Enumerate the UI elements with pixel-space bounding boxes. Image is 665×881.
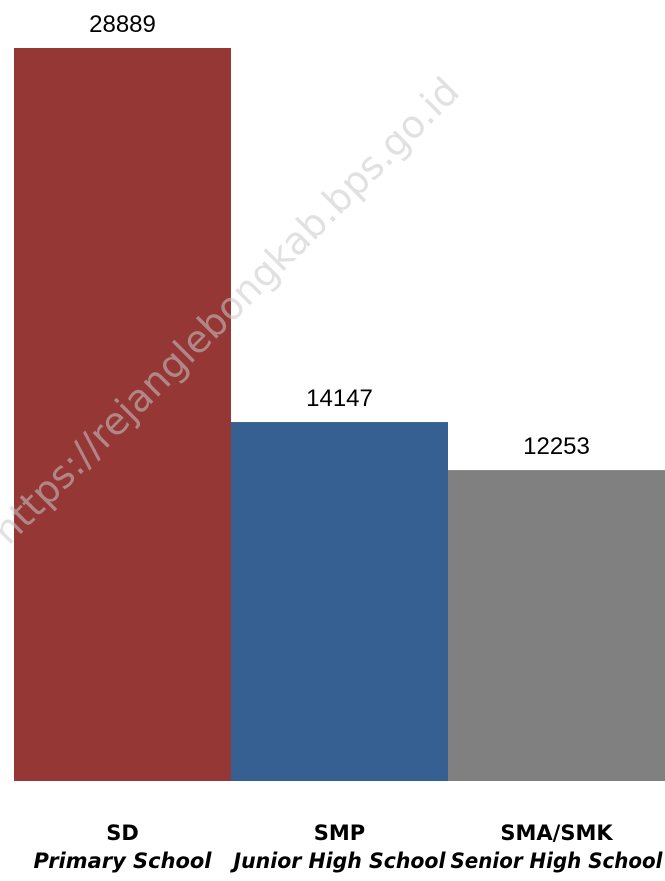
bars-group: [14, 48, 665, 781]
category-labels-group: SD Primary School SMP Junior High School SMA…: [34, 821, 664, 873]
bar-sd: [14, 48, 231, 781]
value-labels-group: 28889 14147 12253: [89, 11, 590, 460]
bar-smp: [231, 422, 448, 781]
category-sublabel: Senior High School: [451, 849, 664, 873]
data-label: 14147: [306, 385, 373, 412]
category-sublabel: Primary School: [34, 849, 213, 873]
data-label: 28889: [89, 11, 156, 38]
category-label: SMA/SMK: [500, 821, 613, 845]
category-sublabel: Junior High School: [230, 849, 447, 873]
data-label: 12253: [523, 433, 590, 460]
category-label: SD: [106, 821, 139, 845]
category-label: SMP: [314, 821, 365, 845]
bar-sma-smk: [448, 470, 665, 781]
